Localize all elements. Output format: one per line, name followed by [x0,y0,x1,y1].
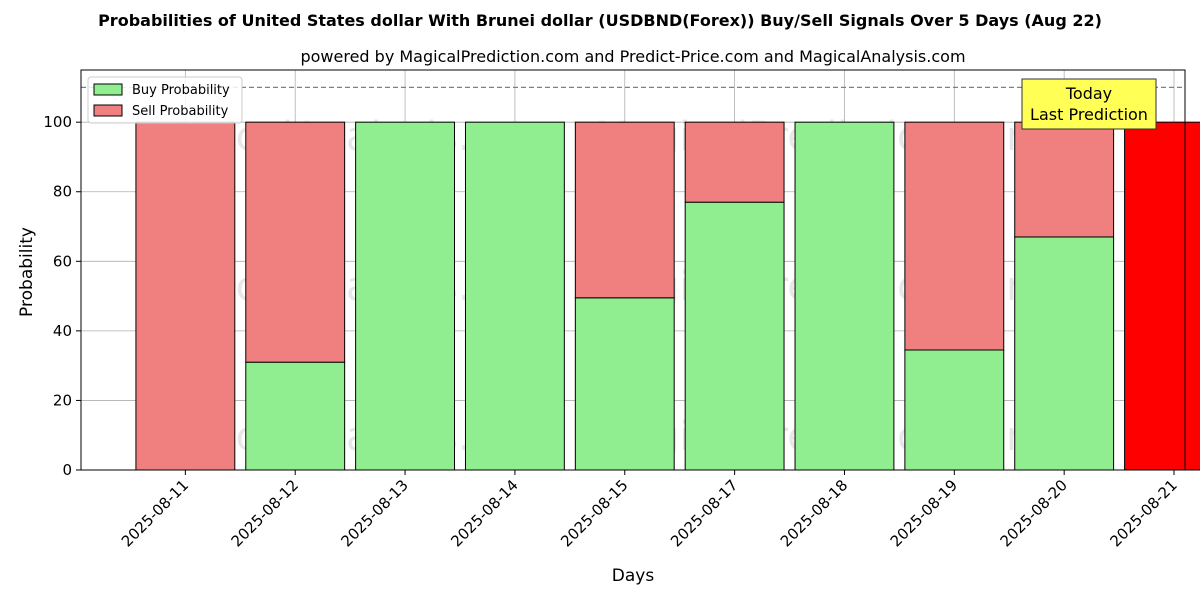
legend-label: Buy Probability [132,83,230,98]
buy-bar [904,349,1005,471]
y-tick-label: 20 [53,391,72,409]
legend-label: Sell Probability [132,104,229,119]
plot-area: MagicalAnalysis.comMagicalPrediction.com… [43,69,1200,550]
annotation-text: Today [1065,84,1112,103]
sell-bar [245,121,346,363]
y-tick-label: 80 [53,183,72,201]
x-axis-label: Days [612,566,655,586]
sell-bar [135,121,236,471]
highlight-bar [1124,121,1200,471]
sell-bar [574,121,675,299]
chart-subtitle: powered by MagicalPrediction.com and Pre… [300,47,965,66]
sell-bar [1014,121,1115,238]
buy-bar [574,297,675,471]
buy-bar [794,121,895,471]
annotation-text: Last Prediction [1030,105,1148,124]
y-tick-label: 40 [53,322,72,340]
sell-bar [904,121,1005,351]
buy-bar [684,201,785,471]
buy-bar [1014,236,1115,471]
buy-bar [464,121,565,471]
buy-bar [355,121,455,471]
legend-box [87,76,243,124]
y-axis-label: Probability [17,227,37,317]
plot-frame [80,69,1186,471]
y-tick-label: 60 [53,252,72,270]
sell-bar [684,121,785,203]
buy-bar [245,361,346,471]
y-tick-label: 0 [62,461,72,479]
y-tick-label: 100 [43,113,72,131]
legend-swatch [93,83,123,96]
chart-title: Probabilities of United States dollar Wi… [98,11,1102,30]
annotation-box [1021,78,1157,130]
legend-swatch [93,104,123,117]
legend: Buy Probability Sell Probability [87,76,243,124]
